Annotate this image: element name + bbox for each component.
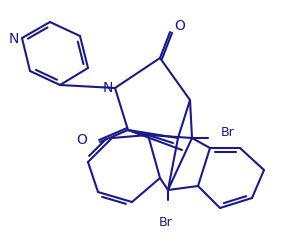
Text: O: O [77, 133, 87, 147]
Text: Br: Br [221, 125, 235, 139]
Text: Br: Br [159, 216, 173, 228]
Text: N: N [103, 81, 113, 95]
Text: N: N [9, 32, 19, 46]
Text: O: O [175, 19, 185, 33]
